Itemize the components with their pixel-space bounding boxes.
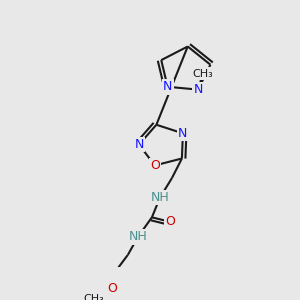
Text: N: N: [193, 83, 203, 96]
Text: NH: NH: [151, 191, 169, 204]
Text: CH₃: CH₃: [193, 69, 213, 79]
Text: NH: NH: [128, 230, 147, 243]
Text: O: O: [150, 159, 160, 172]
Text: O: O: [107, 282, 117, 295]
Text: N: N: [163, 80, 172, 93]
Text: CH₃: CH₃: [83, 294, 104, 300]
Text: N: N: [134, 138, 144, 151]
Text: O: O: [165, 215, 175, 228]
Text: N: N: [178, 127, 188, 140]
